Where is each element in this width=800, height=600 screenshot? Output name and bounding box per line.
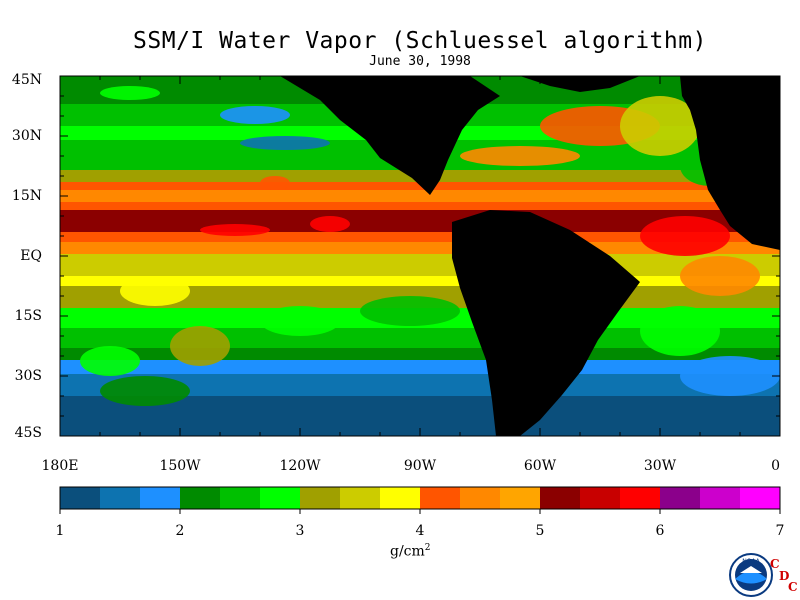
vapor-band (60, 232, 780, 242)
map-title: SSM/I Water Vapor (Schluessel algorithm) (133, 28, 707, 54)
colorbar-swatch (180, 487, 220, 509)
lon-label-120w: 120W (279, 458, 321, 474)
colorbar-swatch (340, 487, 380, 509)
lat-label-15s: 15S (14, 308, 42, 324)
colorbar-swatch (540, 487, 580, 509)
lat-label-45s: 45S (14, 425, 42, 441)
colorbar-swatch (620, 487, 660, 509)
vapor-band (60, 190, 780, 202)
colorbar-tick-2: 2 (175, 523, 185, 539)
vapor-blob (200, 224, 270, 236)
colorbar-swatch (740, 487, 780, 509)
lat-label-eq: EQ (20, 248, 42, 264)
colorbar-swatch (460, 487, 500, 509)
colorbar-swatch (300, 487, 340, 509)
vapor-blob (100, 376, 190, 406)
cdc-letter-1: C (770, 557, 780, 571)
lat-label-30n: 30N (11, 128, 42, 144)
north-america-landmass (280, 76, 500, 195)
map-date: June 30, 1998 (369, 54, 471, 69)
vapor-blob (360, 296, 460, 326)
lat-label-30s: 30S (14, 368, 42, 384)
colorbar-tick-4: 4 (415, 523, 425, 539)
colorbar-swatch (140, 487, 180, 509)
vapor-blob (260, 176, 290, 190)
vapor-blob (120, 276, 190, 306)
vapor-blob (170, 326, 230, 366)
vapor-band (60, 202, 780, 210)
colorbar-tick-1: 1 (55, 523, 65, 539)
vapor-blob (680, 356, 780, 396)
colorbar-tick-5: 5 (535, 523, 545, 539)
colorbar-swatch (380, 487, 420, 509)
colorbar-swatch (260, 487, 300, 509)
vapor-band (60, 360, 780, 374)
colorbar-swatch (500, 487, 540, 509)
vapor-blob (240, 136, 330, 150)
cdc-letter-2: D (779, 569, 790, 583)
lon-label-60w: 60W (523, 458, 557, 474)
vapor-band (60, 182, 780, 190)
vapor-blob (310, 216, 350, 232)
colorbar-tick-6: 6 (655, 523, 665, 539)
cdc-letter-3: C (788, 580, 798, 594)
lon-label-90w: 90W (403, 458, 437, 474)
colorbar-tick-3: 3 (295, 523, 305, 539)
vapor-blob (680, 256, 760, 296)
lat-label-45n: 45N (11, 72, 42, 88)
lon-label-30w: 30W (643, 458, 677, 474)
colorbar-swatch (220, 487, 260, 509)
colorbar-swatch (700, 487, 740, 509)
vapor-blob (260, 306, 340, 336)
africa-europe-landmass (680, 76, 780, 250)
lat-label-15n: 15N (11, 188, 42, 204)
south-america-landmass (452, 210, 640, 436)
lon-label-150w: 150W (159, 458, 201, 474)
colorbar-swatch (660, 487, 700, 509)
vapor-blob (640, 216, 730, 256)
vapor-band (60, 374, 780, 396)
colorbar-swatch (60, 487, 100, 509)
vapor-band (60, 276, 780, 286)
noaa-logo-icon: NOAA (729, 553, 773, 597)
vapor-blob (220, 106, 290, 124)
vapor-blob (460, 146, 580, 166)
colorbar-swatch (100, 487, 140, 509)
colorbar-swatch (580, 487, 620, 509)
colorbar-tick-7: 7 (775, 523, 785, 539)
colorbar-swatch (420, 487, 460, 509)
units-label: g/cm2 (390, 543, 431, 560)
vapor-blob (80, 346, 140, 376)
vapor-band (60, 348, 780, 360)
greenland-landmass (520, 76, 640, 92)
vapor-band (60, 254, 780, 276)
vapor-blob (640, 306, 720, 356)
vapor-blob (100, 86, 160, 100)
svg-text:NOAA: NOAA (742, 558, 760, 565)
lon-label-180e: 180E (41, 458, 79, 474)
lon-label-0: 0 (771, 458, 780, 474)
vapor-blob (620, 96, 700, 156)
